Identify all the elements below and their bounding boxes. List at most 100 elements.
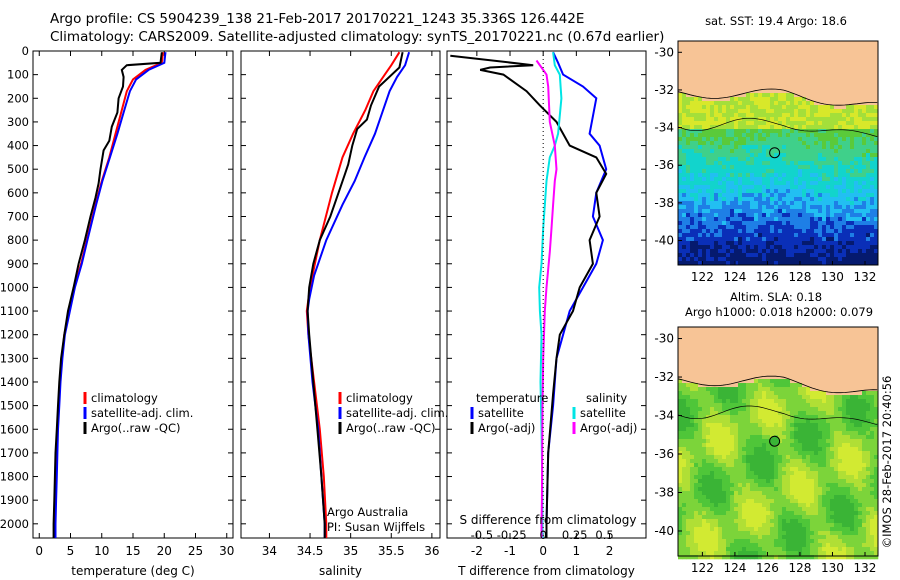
map-cell	[866, 383, 871, 388]
map-cell	[722, 411, 727, 416]
map-cell	[786, 379, 791, 384]
map-cell	[682, 113, 687, 118]
map-cell	[790, 205, 795, 210]
map-cell	[734, 245, 739, 250]
map-cell	[846, 387, 851, 392]
map-cell	[830, 49, 835, 54]
map-cell	[766, 367, 771, 372]
map-cell	[710, 137, 715, 142]
map-cell	[778, 435, 783, 440]
map-cell	[722, 379, 727, 384]
map-cell	[842, 331, 847, 336]
map-cell	[846, 149, 851, 154]
map-cell	[766, 81, 771, 86]
map-cell	[718, 331, 723, 336]
map-cell	[682, 225, 687, 230]
map-cell	[778, 367, 783, 372]
map-cell	[854, 439, 859, 444]
map-cell	[758, 53, 763, 58]
map-cell	[802, 177, 807, 182]
map-cell	[782, 463, 787, 468]
map-cell	[798, 463, 803, 468]
map-cell	[734, 411, 739, 416]
map-cell	[786, 117, 791, 122]
map-cell	[802, 113, 807, 118]
map-cell	[722, 209, 727, 214]
map-cell	[770, 379, 775, 384]
map-cell	[774, 209, 779, 214]
map-cell	[810, 69, 815, 74]
map-cell	[862, 129, 867, 134]
map-cell	[702, 431, 707, 436]
map-cell	[678, 209, 683, 214]
map-cell	[790, 169, 795, 174]
map-cell	[774, 467, 779, 472]
map-cell	[678, 177, 683, 182]
map-cell	[778, 169, 783, 174]
map-cell	[750, 149, 755, 154]
map-cell	[786, 371, 791, 376]
map-cell	[718, 177, 723, 182]
map-cell	[802, 391, 807, 396]
map-cell	[810, 237, 815, 242]
map-cell	[866, 379, 871, 384]
map-cell	[770, 213, 775, 218]
map-cell	[862, 475, 867, 480]
map-cell	[718, 427, 723, 432]
map-cell	[694, 97, 699, 102]
map-cell	[734, 89, 739, 94]
map-cell	[702, 109, 707, 114]
map-cell	[850, 181, 855, 186]
map-cell	[722, 339, 727, 344]
map-cell	[686, 459, 691, 464]
map-cell	[722, 125, 727, 130]
map-cell	[814, 65, 819, 70]
map-cell	[718, 237, 723, 242]
map-cell	[794, 459, 799, 464]
map-cell	[786, 173, 791, 178]
map-cell	[862, 57, 867, 62]
map-cell	[842, 419, 847, 424]
map-cell	[818, 137, 823, 142]
map-cell	[818, 173, 823, 178]
map-cell	[766, 249, 771, 254]
map-cell	[838, 451, 843, 456]
map-cell	[870, 53, 875, 58]
map-cell	[782, 77, 787, 82]
map-cell	[722, 153, 727, 158]
map-cell	[694, 225, 699, 230]
map-cell	[862, 253, 867, 258]
map-cell	[730, 327, 735, 332]
map-cell	[810, 81, 815, 86]
map-cell	[734, 181, 739, 186]
map-cell	[714, 371, 719, 376]
map-cell	[762, 435, 767, 440]
map-cell	[810, 347, 815, 352]
map-cell	[874, 331, 879, 336]
map-cell	[826, 173, 831, 178]
map-cell	[742, 89, 747, 94]
map-cell	[706, 241, 711, 246]
map-cell	[742, 185, 747, 190]
map-cell	[722, 101, 727, 106]
map-cell	[738, 335, 743, 340]
map-cell	[778, 73, 783, 78]
map-cell	[814, 383, 819, 388]
map-cell	[862, 145, 867, 150]
map-cell	[718, 41, 723, 46]
map-cell	[710, 387, 715, 392]
map-cell	[802, 459, 807, 464]
map-cell	[690, 339, 695, 344]
map-cell	[810, 423, 815, 428]
map-cell	[746, 363, 751, 368]
map-cell	[866, 165, 871, 170]
map-cell	[874, 165, 879, 170]
map-cell	[866, 113, 871, 118]
map-cell	[698, 451, 703, 456]
y-tick-label: 1100	[0, 304, 29, 318]
map-cell	[838, 463, 843, 468]
map-cell	[750, 153, 755, 158]
map-cell	[730, 403, 735, 408]
map-cell	[818, 217, 823, 222]
map-cell	[850, 141, 855, 146]
